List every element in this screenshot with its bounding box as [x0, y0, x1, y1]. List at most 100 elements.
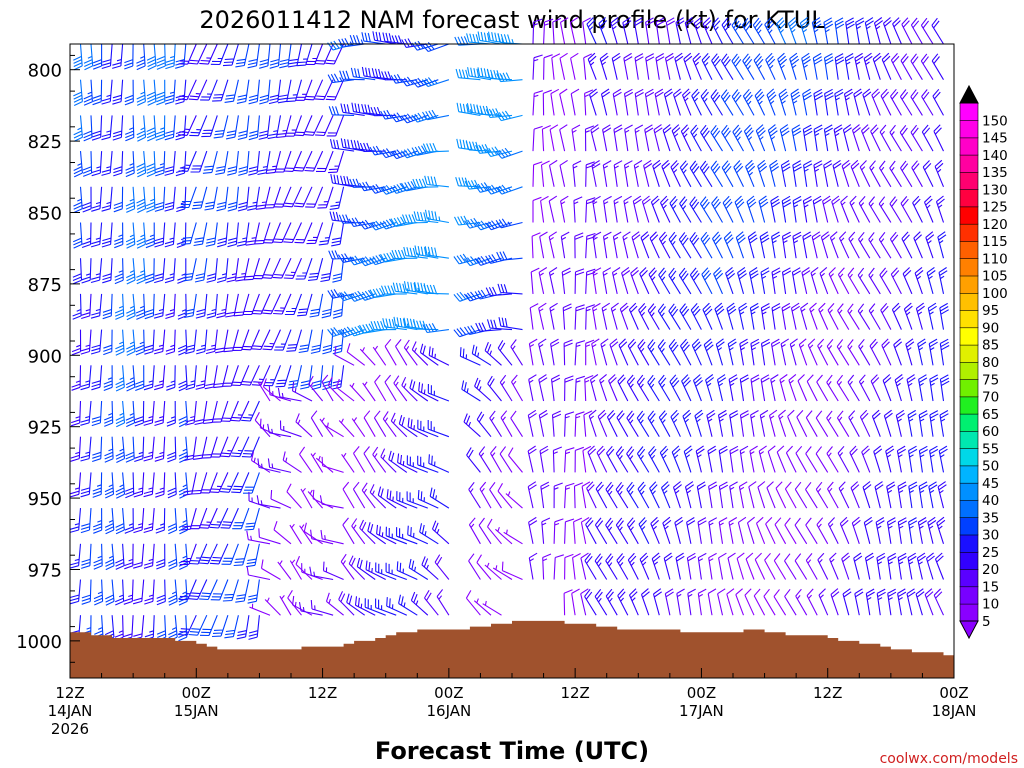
wind-barb: [422, 142, 449, 153]
wind-barb: [103, 365, 113, 392]
wind-barb: [217, 222, 229, 248]
wind-barb: [551, 53, 561, 80]
wind-barb: [684, 17, 694, 45]
wind-barb: [583, 410, 593, 437]
wind-barb: [144, 579, 155, 605]
wind-barb: [266, 150, 282, 174]
wind-barb: [126, 258, 136, 285]
wind-barb: [292, 595, 313, 616]
wind-barb: [847, 374, 860, 402]
wind-barb: [907, 409, 917, 437]
wind-barb: [717, 409, 728, 437]
wind-barb: [910, 17, 923, 45]
wind-barb: [277, 560, 292, 580]
wind-barb: [879, 267, 892, 295]
wind-barb: [198, 543, 218, 565]
wind-barb: [686, 552, 697, 580]
wind-barb: [647, 374, 660, 402]
wind-barb: [311, 365, 324, 391]
wind-barb: [639, 267, 650, 295]
wind-barb: [215, 329, 229, 354]
wind-barb: [136, 186, 147, 214]
wind-barb: [167, 543, 178, 570]
wind-barb: [891, 302, 902, 330]
wind-barb: [606, 410, 618, 437]
wind-barb: [612, 88, 622, 116]
wind-barb: [894, 374, 904, 402]
wind-barb: [428, 454, 450, 473]
wind-barb: [91, 151, 103, 177]
wind-barb: [572, 553, 581, 580]
wind-barb: [185, 365, 197, 391]
wind-barb: [784, 553, 797, 580]
colorbar-swatch: [959, 171, 979, 191]
colorbar-label: 55: [982, 441, 999, 457]
wind-barb: [879, 160, 892, 188]
wind-barb: [781, 195, 792, 223]
wind-barb: [401, 181, 428, 192]
wind-barb: [340, 553, 355, 580]
wind-barb: [155, 151, 166, 177]
colorbar-swatch: [959, 240, 979, 260]
wind-barb: [539, 445, 549, 473]
wind-barb: [858, 231, 871, 259]
colorbar-swatch: [959, 361, 979, 380]
wind-barb: [220, 436, 239, 458]
wind-barb: [274, 150, 292, 173]
wind-barb: [594, 517, 608, 545]
wind-barb: [650, 516, 660, 545]
x-tick-label: 14JAN: [48, 702, 93, 720]
wind-barb: [678, 232, 692, 259]
wind-barb: [182, 472, 197, 496]
wind-barb: [619, 302, 629, 330]
wind-barb: [773, 553, 787, 580]
wind-barb: [863, 516, 873, 544]
wind-barb: [572, 160, 582, 187]
wind-barb: [464, 179, 492, 190]
wind-barb: [826, 338, 839, 366]
wind-barb: [532, 90, 543, 116]
wind-barb: [582, 17, 591, 45]
wind-barb: [188, 579, 208, 600]
wind-barb: [606, 445, 618, 473]
wind-barb: [178, 365, 188, 392]
wind-barb: [248, 79, 260, 105]
credit-label[interactable]: coolwx.com/models: [880, 751, 1018, 767]
wind-barb: [257, 458, 281, 473]
wind-barb: [906, 374, 916, 402]
wind-barb: [649, 231, 660, 259]
wind-barb: [549, 124, 559, 152]
wind-barb: [125, 436, 135, 463]
wind-barb: [689, 267, 702, 295]
wind-barb: [883, 409, 893, 437]
wind-barb: [395, 339, 408, 366]
wind-barb: [881, 338, 892, 366]
wind-barb: [505, 491, 523, 509]
wind-barb: [396, 527, 418, 545]
colorbar-swatch: [959, 327, 979, 346]
wind-barb: [692, 52, 702, 80]
wind-barb: [81, 579, 92, 605]
wind-barb: [574, 304, 585, 330]
x-tick-label: 2026: [51, 720, 89, 738]
wind-barb: [293, 150, 313, 172]
wind-barb: [245, 222, 260, 246]
wind-barb: [262, 329, 282, 351]
wind-barb: [222, 43, 239, 67]
wind-barb: [238, 151, 250, 176]
wind-barb: [753, 588, 766, 616]
wind-barb: [315, 455, 334, 473]
wind-barb: [616, 410, 629, 437]
wind-barb: [639, 552, 650, 580]
wind-barb: [612, 231, 622, 259]
wind-barb: [489, 410, 502, 437]
wind-barb: [81, 222, 92, 249]
wind-barb: [167, 472, 177, 499]
wind-barb: [146, 43, 157, 71]
wind-barb: [710, 89, 723, 116]
wind-barb: [868, 196, 881, 223]
wind-barb: [293, 186, 313, 208]
x-axis-label: Forecast Time (UTC): [375, 737, 649, 765]
wind-barb: [365, 560, 386, 580]
wind-barb: [176, 222, 187, 249]
